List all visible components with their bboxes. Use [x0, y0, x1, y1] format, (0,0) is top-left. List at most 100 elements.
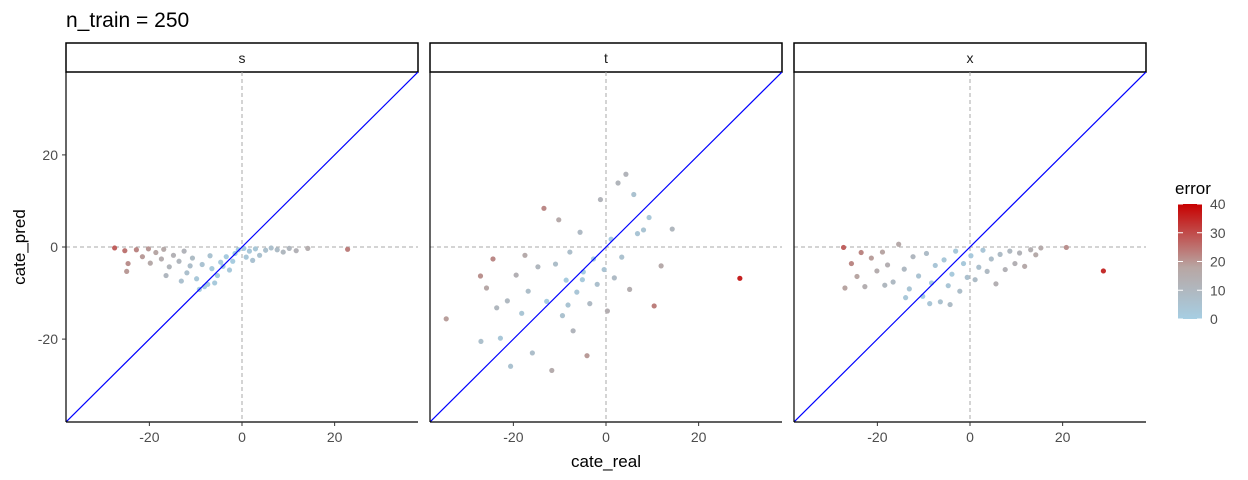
legend-ticks: 0 10 20 30 40	[1178, 196, 1226, 327]
data-point	[658, 263, 664, 269]
data-point	[858, 249, 864, 256]
data-point	[601, 266, 607, 273]
data-point	[964, 274, 970, 280]
data-point	[181, 248, 187, 254]
data-point	[147, 260, 153, 266]
facet-strip	[793, 42, 1147, 73]
data-point	[257, 252, 263, 258]
facet-panels: s -20 0 20 t -20 0 20 x -20 0 20 -20 0 20	[38, 42, 1147, 445]
data-point	[153, 249, 159, 256]
data-point	[559, 313, 566, 319]
data-point	[209, 266, 215, 272]
data-point	[906, 286, 912, 292]
data-point	[176, 258, 182, 264]
data-point	[124, 268, 130, 275]
data-point	[263, 247, 269, 253]
data-point	[574, 289, 580, 295]
data-point	[483, 285, 490, 291]
data-point	[984, 268, 990, 275]
data-point	[949, 271, 955, 277]
data-point	[988, 256, 994, 262]
data-point	[112, 245, 118, 251]
data-point	[842, 285, 848, 291]
data-point	[640, 227, 647, 233]
data-point	[567, 249, 573, 255]
data-point	[556, 217, 562, 223]
data-point	[1002, 266, 1008, 273]
data-point	[133, 247, 139, 253]
x-tick-label: -20	[503, 429, 523, 445]
data-point	[848, 260, 855, 267]
identity-line	[430, 72, 782, 422]
data-point	[915, 273, 922, 279]
data-point	[161, 246, 167, 252]
points	[840, 241, 1106, 308]
x-tick-label: 20	[1055, 429, 1071, 445]
data-point	[570, 328, 576, 334]
data-point	[163, 272, 169, 279]
data-point	[243, 254, 249, 260]
data-point	[207, 253, 213, 259]
data-point	[139, 254, 146, 260]
data-point	[947, 301, 953, 308]
data-point	[563, 277, 569, 283]
data-point	[541, 205, 547, 211]
data-point	[286, 245, 292, 251]
data-point	[477, 273, 484, 279]
facet-strip-label: s	[239, 50, 246, 66]
points	[443, 171, 743, 374]
data-point	[125, 260, 131, 267]
data-point	[535, 264, 541, 270]
data-point	[619, 254, 625, 260]
data-point	[884, 262, 891, 268]
facet-strip-label: x	[967, 50, 974, 66]
facet-panel-x: x -20 0 20	[793, 42, 1147, 445]
data-point	[490, 256, 496, 262]
x-tick-label: 0	[602, 429, 610, 445]
data-point	[252, 246, 259, 252]
data-point	[608, 236, 614, 242]
data-point	[293, 248, 299, 254]
data-point	[669, 226, 675, 232]
data-point	[910, 254, 916, 260]
data-point	[230, 258, 236, 264]
data-point	[513, 272, 519, 278]
data-point	[980, 247, 986, 253]
data-point	[345, 246, 351, 252]
data-point	[937, 299, 943, 305]
data-point	[579, 277, 585, 283]
data-point	[957, 288, 963, 294]
x-axis-title: cate_real	[571, 452, 641, 471]
data-point	[145, 246, 152, 252]
data-point	[443, 316, 449, 322]
data-point	[250, 257, 256, 263]
data-point	[862, 284, 868, 290]
data-point	[976, 264, 982, 270]
points	[112, 245, 351, 292]
data-point	[1028, 247, 1034, 253]
data-point	[890, 279, 896, 285]
data-point	[223, 254, 229, 260]
data-point	[901, 266, 907, 272]
data-point	[1038, 245, 1044, 251]
data-point	[651, 303, 657, 309]
data-point	[874, 268, 880, 274]
data-point	[868, 255, 874, 261]
data-point	[577, 229, 583, 235]
data-point	[1016, 250, 1023, 256]
identity-line	[794, 72, 1146, 422]
x-tick-label: 20	[691, 429, 707, 445]
data-point	[631, 191, 637, 198]
data-point	[627, 286, 633, 292]
data-point	[170, 252, 177, 258]
data-point	[529, 350, 535, 356]
data-point	[507, 363, 514, 369]
data-point	[552, 261, 559, 267]
y-tick-label: 20	[42, 147, 58, 163]
data-point	[604, 308, 610, 314]
data-point	[478, 338, 484, 345]
data-point	[494, 305, 500, 311]
data-point	[997, 251, 1003, 257]
data-point	[1012, 260, 1018, 267]
